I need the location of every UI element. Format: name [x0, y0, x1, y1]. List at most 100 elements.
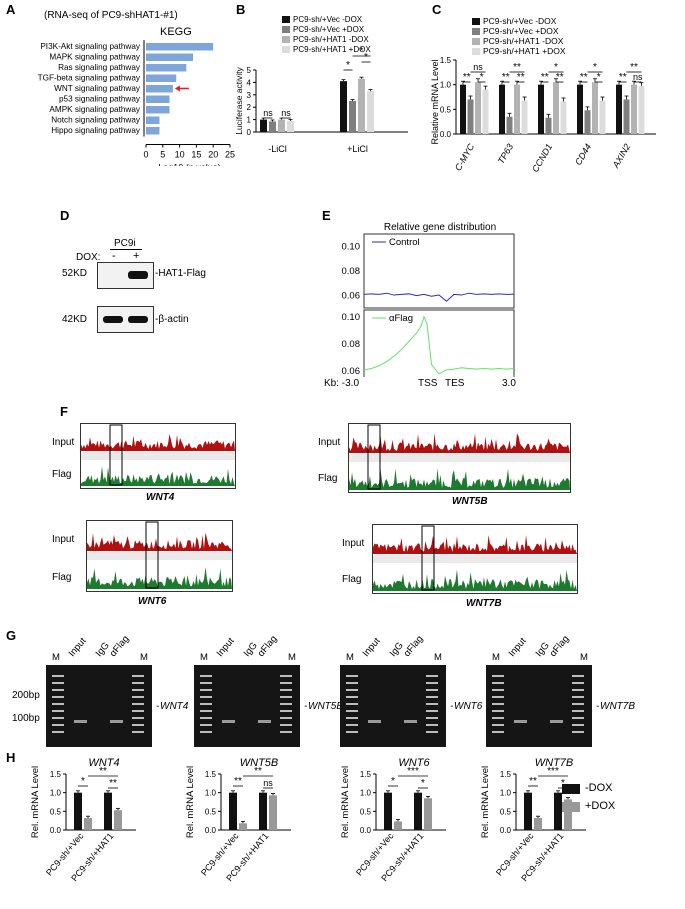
y-tick-label: 0.5 — [500, 807, 512, 816]
y-tick-label: 1.0 — [360, 789, 372, 798]
marker-band — [132, 696, 144, 698]
marker-band — [492, 710, 504, 712]
pathway-bar — [146, 74, 177, 82]
chart-gene-title: WNT6 — [398, 757, 430, 769]
y-tick-label: 1.0 — [500, 789, 512, 798]
pathway-bar — [146, 106, 170, 114]
marker-band — [346, 696, 358, 698]
bar — [521, 100, 528, 134]
bar — [553, 82, 559, 134]
marker-band — [52, 731, 64, 733]
mw-42kd: 42KD — [62, 314, 88, 325]
y-tick-label: 1 — [247, 116, 252, 125]
bar — [74, 792, 82, 830]
peak-highlight-box — [367, 424, 381, 490]
legend-swatch — [282, 16, 290, 23]
flag-band — [258, 720, 271, 723]
input-band — [222, 720, 235, 723]
lane-label: M — [200, 652, 208, 663]
marker-band — [52, 675, 64, 677]
bar — [560, 101, 567, 134]
x-category-label: -LiCl — [268, 144, 287, 154]
kegg-bar-chart: PI3K-Akt signaling pathway MAPK signaling… — [38, 40, 235, 166]
lane-label: αFlag — [107, 633, 132, 659]
chart-gene-title: WNT5B — [240, 757, 279, 769]
marker-100bp: 100bp — [12, 713, 40, 724]
y-tick-label: 0.5 — [440, 105, 452, 114]
panel-label-a: A — [6, 2, 16, 17]
legend-label: PC9-sh/+Vec +DOX — [483, 26, 559, 36]
significance-label: ** — [541, 72, 549, 83]
track-flag-label: Flag — [52, 572, 72, 583]
control-frame — [363, 233, 515, 309]
significance-label: ** — [254, 766, 262, 777]
x-label-kb: Kb: -3.0 — [324, 378, 360, 389]
marker-band — [280, 696, 292, 698]
legend-control: Control — [389, 237, 420, 248]
bar — [460, 84, 466, 134]
marker-band — [572, 682, 584, 684]
track-input-label: Input — [318, 437, 341, 448]
bar — [538, 84, 544, 134]
lane-label: αFlag — [255, 633, 280, 659]
highlight-arrow-head — [174, 85, 180, 92]
flag-frame — [363, 309, 515, 377]
legend-label: PC9-sh/+HAT1 -DOX — [483, 36, 564, 46]
chip-track-1 — [80, 423, 236, 489]
y-tick-label: 0.10 — [342, 312, 361, 323]
pathway-bar — [146, 95, 170, 103]
marker-band — [200, 675, 212, 677]
marker-band — [200, 689, 212, 691]
panel-label-c: C — [432, 2, 442, 17]
flag-signal — [81, 465, 235, 486]
lane-label: M — [140, 652, 148, 663]
input-signal — [81, 433, 235, 451]
input-band — [74, 720, 87, 723]
marker-band — [52, 682, 64, 684]
bar — [554, 792, 562, 830]
marker-band — [426, 675, 438, 677]
marker-band — [132, 675, 144, 677]
marker-band — [572, 689, 584, 691]
bar — [278, 119, 285, 132]
band-hat1-flag: -HAT1-Flag — [155, 268, 206, 279]
pathway-bar — [146, 64, 187, 72]
gel-gene-label: WNT4 — [160, 701, 189, 712]
significance-label: * — [81, 776, 85, 787]
bar — [584, 110, 591, 134]
bar — [384, 792, 392, 830]
panel-label-f: F — [60, 404, 68, 419]
track-gene-name: WNT6 — [138, 596, 167, 607]
bar — [349, 101, 356, 132]
marker-band — [572, 696, 584, 698]
bar — [534, 818, 542, 830]
gene-label: TP63 — [496, 142, 515, 166]
y-tick-label: 3 — [247, 91, 252, 100]
y-tick-label: 0.0 — [500, 826, 512, 835]
legend-swatch — [472, 38, 480, 45]
marker-band — [492, 696, 504, 698]
lane-label: Input — [66, 635, 89, 659]
y-tick-label: 0.06 — [342, 366, 361, 377]
flag-signal — [87, 567, 232, 589]
y-tick-label: 0.5 — [360, 807, 372, 816]
chip-track-2 — [348, 423, 571, 493]
significance-label: ** — [529, 776, 537, 787]
marker-band — [492, 689, 504, 691]
lane-label: Input — [506, 635, 529, 659]
marker-band — [280, 675, 292, 677]
pathway-label: TGF-beta signaling pathway — [38, 74, 141, 83]
panel-a-subtitle: KEGG — [160, 26, 192, 38]
input-band — [514, 720, 527, 723]
y-tick-label: 1.0 — [440, 81, 452, 90]
flag-band — [404, 720, 417, 723]
marker-band — [346, 710, 358, 712]
pathway-bar — [146, 127, 160, 135]
dox-label: DOX: — [76, 252, 101, 263]
marker-band — [280, 710, 292, 712]
bar — [84, 818, 92, 830]
significance-label: ns — [281, 108, 291, 118]
panel-label-h: H — [6, 750, 16, 765]
bar — [524, 792, 532, 830]
